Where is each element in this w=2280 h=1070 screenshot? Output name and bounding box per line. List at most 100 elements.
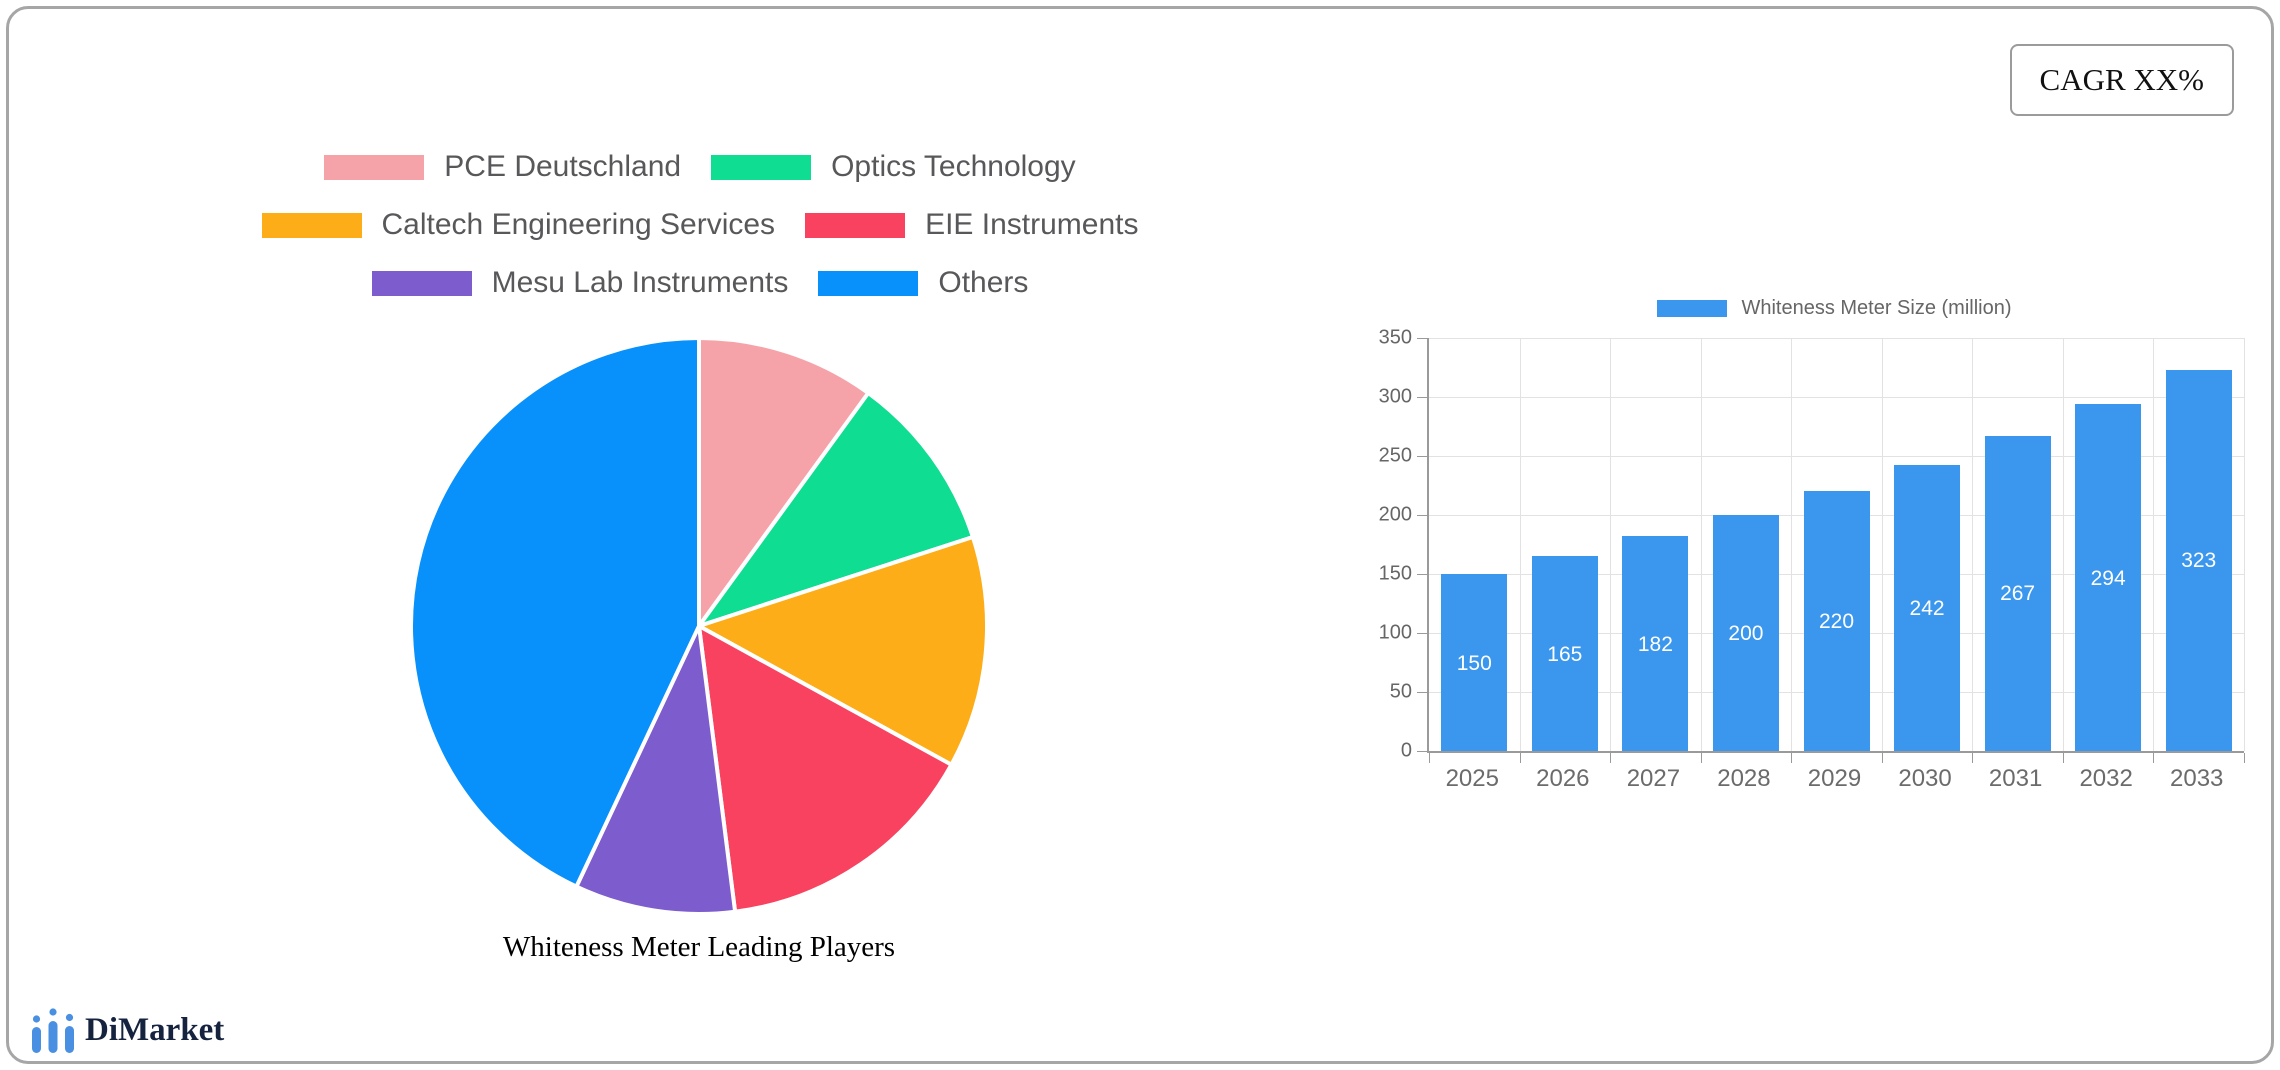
x-axis-label: 2030 — [1898, 765, 1952, 792]
pie-slice-4[interactable] — [574, 624, 738, 916]
gridline-vertical — [1519, 338, 1521, 751]
brand-name: DiMarket — [85, 1011, 225, 1048]
y-axis-tick — [1417, 456, 1427, 457]
y-axis-label: 150 — [1378, 562, 1412, 585]
x-axis-label: 2033 — [2170, 765, 2224, 792]
gridline-vertical — [1972, 338, 1974, 751]
bar-value-label: 165 — [1547, 642, 1583, 666]
bar-2033[interactable]: 323 — [2165, 369, 2232, 751]
y-axis-tick — [1417, 751, 1427, 752]
bar-value-label: 150 — [1456, 651, 1492, 675]
gridline-horizontal — [1429, 338, 2244, 339]
x-axis-tick — [2153, 753, 2155, 763]
pie-legend-row: PCE Deutschland Optics Technology — [324, 150, 1076, 184]
x-axis-tick — [1791, 753, 1793, 763]
bar-2026[interactable]: 165 — [1531, 556, 1598, 751]
cagr-label: CAGR XX% — [2039, 62, 2204, 97]
gridline-vertical — [2062, 338, 2064, 751]
pie-slice-5[interactable] — [409, 336, 701, 889]
pie-legend-label: Mesu Lab Instruments — [491, 266, 789, 299]
bar-plot-area: 150 165 182 200 220 242 267 294 323 — [1417, 338, 2245, 763]
pie-legend-label: Optics Technology — [831, 150, 1076, 183]
bar-value-label: 242 — [1909, 597, 1945, 621]
pie-legend-row: Caltech Engineering Services EIE Instrume… — [261, 208, 1138, 242]
bar-chart-legend[interactable]: Whiteness Meter Size (million) — [1427, 297, 2242, 320]
pie-chart-title: Whiteness Meter Leading Players — [502, 931, 896, 963]
y-axis-label: 100 — [1378, 621, 1412, 644]
x-axis-tick — [1429, 753, 1430, 763]
bar-value-label: 220 — [1818, 610, 1855, 634]
pie-legend-swatch — [711, 154, 812, 180]
y-axis-label: 350 — [1378, 326, 1412, 349]
bar-value-label: 294 — [2090, 566, 2126, 590]
bar-legend-swatch — [1657, 300, 1728, 317]
bar-2031[interactable]: 267 — [1984, 435, 2051, 751]
x-axis-tick — [2244, 753, 2245, 763]
y-axis-tick — [1417, 633, 1427, 634]
y-axis-tick — [1417, 515, 1427, 516]
x-axis-label: 2028 — [1717, 765, 1771, 792]
bar-2025[interactable]: 150 — [1441, 574, 1508, 751]
x-axis-label: 2031 — [1988, 765, 2043, 792]
pie-legend-label: PCE Deutschland — [444, 150, 682, 183]
pie-legend-item-0[interactable]: PCE Deutschland — [324, 150, 681, 184]
pie-legend-label: Caltech Engineering Services — [381, 208, 776, 241]
bar-value-label: 323 — [2181, 549, 2217, 573]
y-axis-label: 200 — [1378, 503, 1412, 526]
gridline-vertical — [2244, 338, 2245, 751]
brand-logo: DiMarket — [30, 1006, 224, 1054]
y-axis-tick — [1417, 338, 1427, 339]
pie-slice-0[interactable] — [697, 336, 871, 628]
pie-legend-swatch — [324, 154, 425, 180]
pie-legend-item-2[interactable]: Caltech Engineering Services — [261, 208, 776, 242]
pie-legend-item-1[interactable]: Optics Technology — [711, 150, 1076, 184]
pie-legend: PCE Deutschland Optics Technology Caltech … — [140, 150, 1260, 300]
y-axis-tick — [1417, 574, 1427, 575]
y-axis-label: 300 — [1378, 385, 1412, 408]
pie-legend-item-4[interactable]: Mesu Lab Instruments — [371, 266, 789, 300]
bar-2030[interactable]: 242 — [1894, 465, 1961, 751]
gridline-vertical — [2153, 338, 2155, 751]
pie-legend-item-5[interactable]: Others — [818, 266, 1028, 300]
bar-2027[interactable]: 182 — [1622, 536, 1689, 751]
x-axis-tick — [1881, 753, 1883, 763]
pie-slice-2[interactable] — [697, 535, 989, 767]
bar-legend-label: Whiteness Meter Size (million) — [1741, 297, 2012, 319]
x-axis-tick — [1972, 753, 1974, 763]
pie-legend-item-3[interactable]: EIE Instruments — [805, 208, 1138, 242]
x-axis-label: 2029 — [1807, 765, 1862, 792]
x-axis-label: 2025 — [1445, 765, 1499, 792]
y-axis-label: 0 — [1400, 739, 1412, 762]
pie-legend-swatch — [261, 212, 362, 238]
x-axis-label: 2027 — [1626, 765, 1681, 792]
pie-legend-swatch — [818, 270, 919, 296]
bar-x-axis-labels: 2025 2026 2027 2028 2029 2030 2031 2032 2033 — [1427, 765, 2242, 797]
gridline-vertical — [1610, 338, 1612, 751]
bar-value-label: 267 — [2000, 582, 2036, 606]
pie-legend-label: EIE Instruments — [925, 208, 1139, 241]
gridline-horizontal — [1429, 456, 2244, 457]
gridline-vertical — [1791, 338, 1793, 751]
x-axis-tick — [1519, 753, 1521, 763]
pie-slice-3[interactable] — [697, 624, 954, 914]
y-axis-tick — [1417, 692, 1427, 693]
cagr-box: CAGR XX% — [2009, 44, 2234, 116]
bar-2032[interactable]: 294 — [2075, 404, 2142, 751]
y-axis-tick — [1417, 397, 1427, 398]
gridline-vertical — [1881, 338, 1883, 751]
bar-value-label: 182 — [1637, 632, 1673, 656]
pie-legend-swatch — [805, 212, 906, 238]
bar-value-label: 200 — [1728, 622, 1764, 645]
pie-legend-label: Others — [938, 266, 1029, 299]
pie-slice-1[interactable] — [697, 391, 975, 628]
bar-2029[interactable]: 220 — [1803, 491, 1870, 751]
pie-legend-swatch — [371, 270, 472, 296]
x-axis-tick — [2062, 753, 2064, 763]
x-axis-tick — [1700, 753, 1702, 763]
y-axis-label: 50 — [1389, 680, 1412, 703]
pie-legend-row: Mesu Lab Instruments Others — [371, 266, 1028, 300]
y-axis-label: 250 — [1378, 444, 1412, 467]
gridline-vertical — [1700, 338, 1702, 751]
bar-2028[interactable]: 200 — [1712, 515, 1779, 751]
pie-chart — [409, 336, 989, 916]
